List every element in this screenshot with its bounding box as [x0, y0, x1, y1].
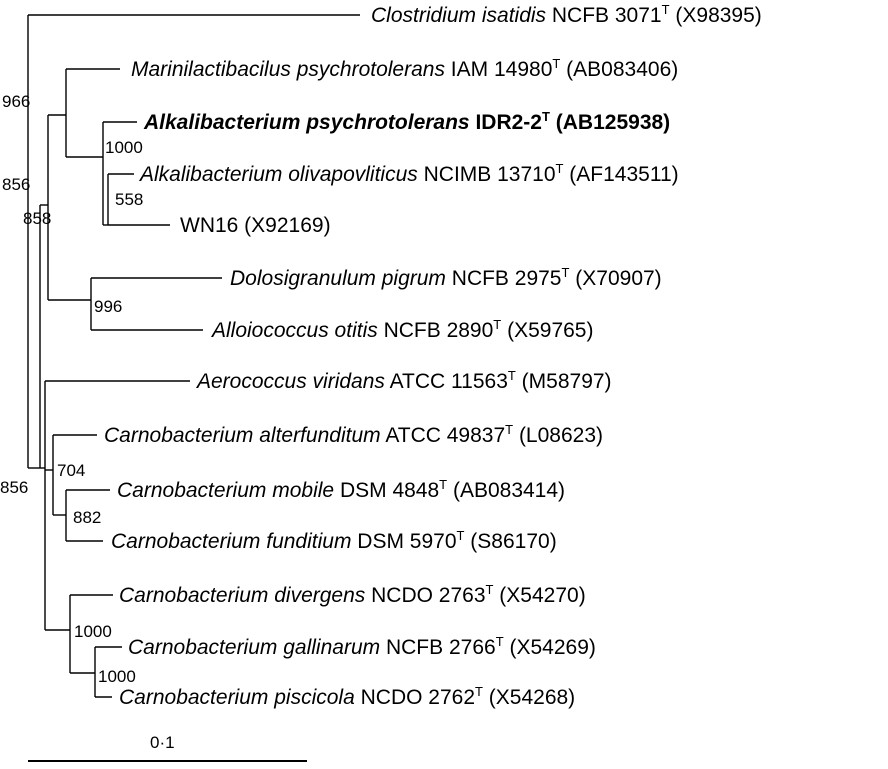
- type-strain-mark: T: [662, 2, 670, 17]
- strain-id: IDR2-2: [470, 111, 542, 134]
- taxon-name: Alkalibacterium olivapovliticus: [138, 163, 418, 186]
- taxon-name: Carnobacterium piscicola: [119, 686, 355, 709]
- taxon-name: Carnobacterium mobile: [117, 479, 334, 502]
- accession-number: (X70907): [569, 267, 661, 290]
- bootstrap-966: 966: [2, 92, 30, 111]
- bootstrap-996: 996: [94, 297, 122, 316]
- leaf-carnobacterium-funditium: Carnobacterium funditium DSM 5970T (S861…: [111, 528, 557, 553]
- leaf-carnobacterium-mobile: Carnobacterium mobile DSM 4848T (AB08341…: [117, 477, 565, 502]
- bootstrap-1000-gal: 1000: [98, 667, 136, 686]
- type-strain-mark: T: [508, 368, 516, 383]
- taxon-name: Carnobacterium gallinarum: [128, 636, 380, 659]
- leaf-alloiococcus: Alloiococcus otitis NCFB 2890T (X59765): [210, 317, 593, 342]
- leaf-alkalibacterium-psychrotolerans: Alkalibacterium psychrotolerans IDR2-2T …: [143, 109, 670, 134]
- type-strain-mark: T: [556, 161, 564, 176]
- leaf-carnobacterium-alterfunditum: Carnobacterium alterfunditum ATCC 49837T…: [104, 422, 603, 447]
- taxon-name: Aerococcus viridans: [195, 370, 385, 393]
- bootstrap-values: 966 1000 856 558 858 996 704 856 882 100…: [0, 92, 143, 686]
- leaf-alkalibacterium-olivapovliticus: Alkalibacterium olivapovliticus NCIMB 13…: [138, 161, 679, 186]
- leaf-wn16: WN16 (X92169): [180, 214, 331, 237]
- type-strain-mark: T: [493, 317, 501, 332]
- strain-id: NCFB 3071: [546, 4, 662, 27]
- strain-id: NCFB 2890: [378, 319, 494, 342]
- taxon-name: Alkalibacterium psychrotolerans: [143, 111, 470, 134]
- accession-number: (AB083414): [447, 479, 565, 502]
- type-strain-mark: T: [486, 582, 494, 597]
- bootstrap-1000-alk: 1000: [105, 138, 143, 157]
- bootstrap-704: 704: [57, 461, 85, 480]
- leaf-clostridium: Clostridium isatidis NCFB 3071T (X98395): [371, 2, 762, 27]
- bootstrap-858: 858: [23, 209, 51, 228]
- strain-id: NCDO 2762: [355, 686, 475, 709]
- taxon-name: Carnobacterium alterfunditum: [104, 424, 381, 447]
- tree-branches: [27, 14, 360, 698]
- accession-number: (L08623): [513, 424, 603, 447]
- accession-number: (M58797): [516, 370, 612, 393]
- taxon-name: Alloiococcus otitis: [210, 319, 378, 342]
- leaf-carnobacterium-divergens: Carnobacterium divergens NCDO 2763T (X54…: [119, 582, 586, 607]
- leaf-aerococcus: Aerococcus viridans ATCC 11563T (M58797): [195, 368, 612, 393]
- accession-number: (S86170): [464, 530, 556, 553]
- bootstrap-558: 558: [115, 190, 143, 209]
- type-strain-mark: T: [457, 528, 465, 543]
- bootstrap-856-upper: 856: [2, 175, 30, 194]
- taxon-name: Carnobacterium divergens: [119, 584, 366, 607]
- taxon-name: Dolosigranulum pigrum: [230, 267, 446, 290]
- strain-id: ATCC 49837: [381, 424, 506, 447]
- taxon-name: Clostridium isatidis: [371, 4, 547, 27]
- accession-number: (AB083406): [560, 58, 678, 81]
- leaf-labels: Clostridium isatidis NCFB 3071T (X98395)…: [104, 2, 762, 709]
- taxon-name: Marinilactibacilus psychrotolerans: [131, 58, 445, 81]
- leaf-carnobacterium-piscicola: Carnobacterium piscicola NCDO 2762T (X54…: [119, 684, 575, 709]
- type-strain-mark: T: [552, 56, 560, 71]
- accession-number: (X59765): [501, 319, 593, 342]
- type-strain-mark: T: [562, 265, 570, 280]
- strain-id: NCFB 2766: [380, 636, 496, 659]
- leaf-carnobacterium-gallinarum: Carnobacterium gallinarum NCFB 2766T (X5…: [128, 634, 596, 659]
- type-strain-mark: T: [542, 109, 550, 124]
- leaf-dolosigranulum: Dolosigranulum pigrum NCFB 2975T (X70907…: [230, 265, 662, 290]
- type-strain-mark: T: [475, 684, 483, 699]
- type-strain-mark: T: [439, 477, 447, 492]
- bootstrap-882: 882: [73, 508, 101, 527]
- strain-id: NCDO 2763: [365, 584, 485, 607]
- bootstrap-856-lower: 856: [0, 478, 28, 497]
- accession-number: (X54270): [493, 584, 585, 607]
- scale-bar-label: 0·1: [150, 733, 175, 752]
- strain-id: DSM 5970: [351, 530, 456, 553]
- strain-id: NCFB 2975: [446, 267, 562, 290]
- strain-id: IAM 14980: [445, 58, 552, 81]
- accession-number: (X98395): [670, 4, 762, 27]
- accession-number: (X54269): [504, 636, 596, 659]
- bootstrap-1000-div: 1000: [74, 622, 112, 641]
- strain-id: DSM 4848: [334, 479, 439, 502]
- strain-id: WN16 (X92169): [180, 214, 331, 237]
- accession-number: (AB125938): [550, 111, 670, 134]
- type-strain-mark: T: [496, 634, 504, 649]
- scale-bar-group: 0·1: [28, 733, 307, 762]
- accession-number: (X54268): [483, 686, 575, 709]
- strain-id: NCIMB 13710: [418, 163, 556, 186]
- taxon-name: Carnobacterium funditium: [111, 530, 351, 553]
- type-strain-mark: T: [505, 422, 513, 437]
- accession-number: (AF143511): [563, 163, 678, 186]
- leaf-marinilactibacilus: Marinilactibacilus psychrotolerans IAM 1…: [131, 56, 678, 81]
- strain-id: ATCC 11563: [385, 370, 508, 393]
